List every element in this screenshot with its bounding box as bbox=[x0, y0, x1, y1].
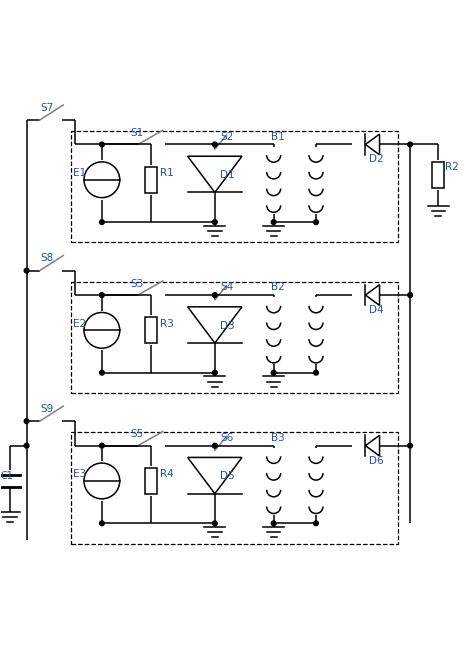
Text: S9: S9 bbox=[41, 404, 54, 414]
Circle shape bbox=[408, 443, 413, 448]
Circle shape bbox=[212, 220, 217, 224]
Bar bbox=[71, 432, 398, 544]
Text: E2: E2 bbox=[73, 319, 86, 329]
Circle shape bbox=[100, 371, 104, 375]
Circle shape bbox=[408, 142, 413, 147]
Circle shape bbox=[212, 371, 217, 375]
Text: D5: D5 bbox=[220, 471, 235, 482]
Bar bbox=[145, 167, 157, 193]
Text: B1: B1 bbox=[271, 132, 285, 142]
Bar bbox=[145, 468, 157, 494]
Bar bbox=[432, 162, 444, 188]
Text: S2: S2 bbox=[220, 132, 234, 142]
Circle shape bbox=[100, 293, 104, 297]
Bar bbox=[71, 131, 398, 242]
Text: D2: D2 bbox=[369, 154, 384, 165]
Bar bbox=[71, 282, 398, 393]
Text: S1: S1 bbox=[131, 128, 144, 138]
Text: S4: S4 bbox=[220, 282, 234, 293]
Text: D4: D4 bbox=[369, 305, 384, 315]
Text: R2: R2 bbox=[446, 162, 459, 173]
Text: R4: R4 bbox=[160, 469, 174, 479]
Circle shape bbox=[408, 293, 413, 297]
Circle shape bbox=[24, 419, 29, 424]
Circle shape bbox=[100, 443, 104, 448]
Text: D3: D3 bbox=[220, 321, 235, 331]
Circle shape bbox=[314, 371, 318, 375]
Circle shape bbox=[212, 293, 217, 297]
Text: C1: C1 bbox=[0, 470, 14, 481]
Text: R3: R3 bbox=[160, 319, 174, 329]
Circle shape bbox=[24, 443, 29, 448]
Circle shape bbox=[24, 268, 29, 273]
Text: D1: D1 bbox=[220, 170, 235, 180]
Text: S7: S7 bbox=[41, 102, 54, 113]
Text: B2: B2 bbox=[271, 282, 285, 293]
Circle shape bbox=[271, 371, 276, 375]
Text: S5: S5 bbox=[131, 429, 144, 439]
Text: D6: D6 bbox=[369, 455, 384, 466]
Circle shape bbox=[271, 521, 276, 525]
Text: S3: S3 bbox=[131, 279, 144, 289]
Circle shape bbox=[271, 220, 276, 224]
Text: E1: E1 bbox=[73, 168, 86, 178]
Circle shape bbox=[212, 521, 217, 525]
Text: R1: R1 bbox=[160, 168, 174, 178]
Text: S8: S8 bbox=[41, 253, 54, 263]
Circle shape bbox=[212, 142, 217, 147]
Circle shape bbox=[100, 220, 104, 224]
Text: E3: E3 bbox=[73, 469, 86, 479]
Circle shape bbox=[314, 521, 318, 525]
Circle shape bbox=[100, 142, 104, 147]
Circle shape bbox=[100, 521, 104, 525]
Circle shape bbox=[212, 443, 217, 448]
Bar bbox=[145, 318, 157, 343]
Circle shape bbox=[314, 220, 318, 224]
Text: S6: S6 bbox=[220, 433, 234, 443]
Text: B3: B3 bbox=[271, 433, 285, 443]
